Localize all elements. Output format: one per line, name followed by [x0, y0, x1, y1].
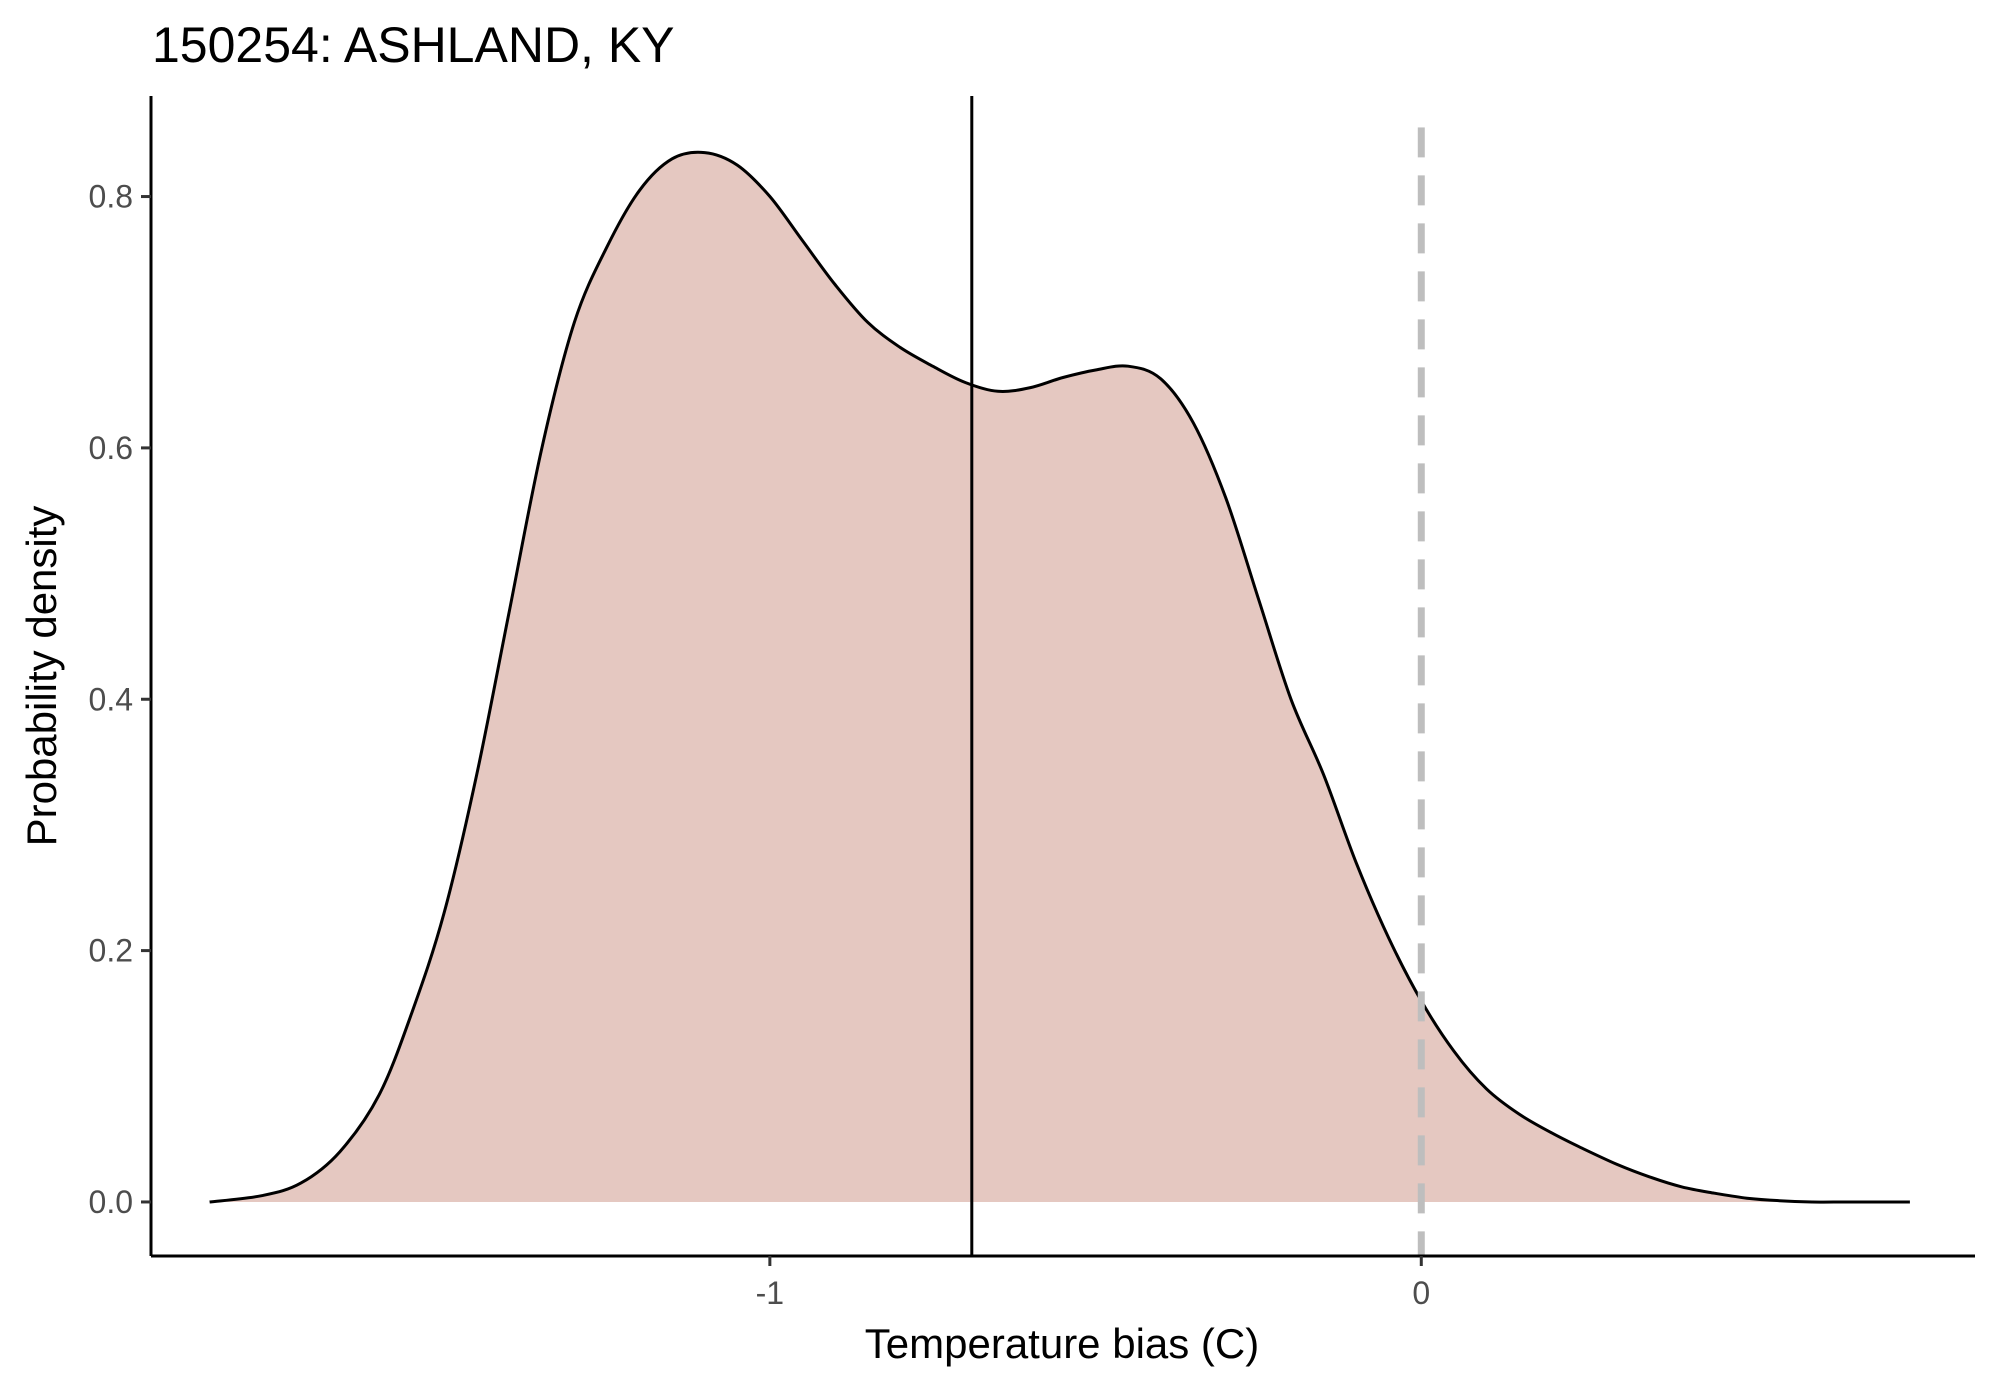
y-ticks: 0.0 0.2 0.4 0.6 0.8: [89, 179, 151, 1220]
y-tick-label: 0.0: [89, 1184, 133, 1220]
x-axis-title: Temperature bias (C): [865, 1320, 1259, 1367]
plot-area: [209, 96, 1910, 1256]
y-tick-label: 0.4: [89, 681, 133, 717]
chart-title: 150254: ASHLAND, KY: [152, 17, 675, 73]
x-tick-label: -1: [756, 1275, 784, 1311]
reference-lines: [970, 96, 1425, 1256]
y-axis-title: Probability density: [18, 506, 65, 847]
x-ticks: -1 0: [756, 1256, 1430, 1311]
density-curve: [209, 150, 1910, 1204]
density-area: [209, 152, 1910, 1203]
y-tick-label: 0.8: [89, 179, 133, 215]
x-tick-label: 0: [1412, 1275, 1430, 1311]
axes: 0.0 0.2 0.4 0.6 0.8 -1 0: [89, 96, 1975, 1311]
y-tick-label: 0.2: [89, 933, 133, 969]
y-tick-label: 0.6: [89, 430, 133, 466]
